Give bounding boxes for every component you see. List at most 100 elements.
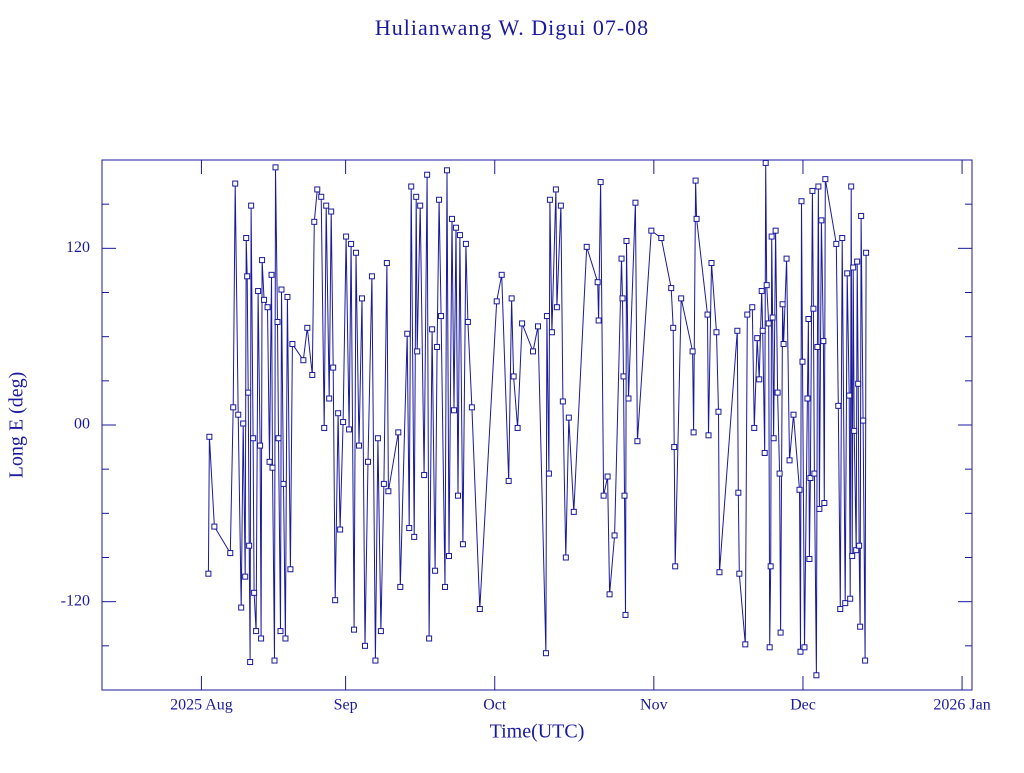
data-point bbox=[822, 176, 829, 183]
data-point bbox=[280, 480, 287, 487]
data-point bbox=[456, 232, 463, 239]
data-point bbox=[543, 313, 550, 320]
data-point bbox=[670, 324, 677, 331]
data-point bbox=[833, 240, 840, 247]
data-point bbox=[395, 429, 402, 436]
data-point bbox=[289, 341, 296, 348]
data-point bbox=[839, 235, 846, 242]
x-tick-label: Nov bbox=[640, 697, 668, 714]
data-point bbox=[426, 635, 433, 642]
data-point bbox=[251, 589, 258, 596]
data-point bbox=[765, 320, 772, 327]
data-point bbox=[814, 343, 821, 350]
data-point bbox=[282, 635, 289, 642]
data-point bbox=[255, 288, 262, 295]
data-point bbox=[705, 432, 712, 439]
data-point bbox=[625, 395, 632, 402]
data-point bbox=[807, 475, 814, 481]
data-point bbox=[862, 657, 869, 664]
data-point bbox=[452, 224, 459, 231]
data-point bbox=[258, 635, 265, 642]
data-point bbox=[530, 348, 537, 355]
data-point bbox=[261, 296, 268, 303]
data-point bbox=[735, 489, 742, 496]
data-point bbox=[805, 316, 812, 322]
data-point bbox=[777, 629, 784, 636]
x-tick-label: Oct bbox=[483, 697, 507, 714]
data-point bbox=[611, 532, 618, 539]
data-point bbox=[264, 304, 271, 311]
data-point bbox=[796, 486, 803, 493]
data-point bbox=[326, 395, 333, 402]
data-point bbox=[798, 198, 805, 205]
data-point bbox=[314, 186, 321, 193]
data-point bbox=[570, 508, 577, 515]
data-point bbox=[763, 282, 770, 289]
data-point bbox=[311, 218, 318, 225]
data-point bbox=[780, 341, 787, 348]
data-point bbox=[716, 569, 723, 576]
data-point bbox=[377, 628, 384, 635]
data-point bbox=[816, 505, 823, 512]
data-point bbox=[385, 488, 392, 495]
data-point bbox=[594, 279, 601, 286]
data-point bbox=[799, 358, 806, 365]
data-point bbox=[380, 480, 387, 487]
data-point bbox=[442, 583, 449, 590]
data-point bbox=[692, 177, 699, 184]
data-point bbox=[321, 424, 328, 431]
data-point bbox=[259, 257, 266, 264]
data-point bbox=[783, 255, 790, 262]
data-point bbox=[634, 438, 641, 445]
data-point bbox=[820, 338, 827, 345]
data-point bbox=[232, 180, 239, 187]
y-tick-label: -120 bbox=[61, 592, 90, 609]
data-point bbox=[600, 492, 607, 499]
data-point bbox=[238, 604, 245, 611]
data-point bbox=[247, 659, 254, 666]
data-point bbox=[205, 570, 212, 577]
data-point bbox=[246, 542, 253, 549]
data-point bbox=[766, 644, 773, 651]
data-point bbox=[250, 435, 257, 442]
data-point bbox=[462, 240, 469, 247]
data-point bbox=[768, 233, 775, 240]
data-point bbox=[519, 320, 526, 327]
data-point bbox=[704, 311, 711, 318]
data-point bbox=[744, 311, 751, 318]
data-point bbox=[790, 411, 797, 418]
data-line bbox=[207, 162, 867, 676]
data-point bbox=[268, 271, 275, 278]
data-point bbox=[534, 323, 541, 330]
data-point bbox=[621, 492, 628, 499]
data-point bbox=[243, 235, 250, 242]
data-point bbox=[421, 472, 428, 479]
data-point bbox=[604, 473, 611, 480]
data-point bbox=[597, 179, 604, 186]
data-point bbox=[253, 628, 260, 635]
data-point bbox=[689, 348, 696, 355]
data-point bbox=[304, 324, 311, 331]
data-point bbox=[632, 199, 639, 206]
data-point bbox=[857, 623, 864, 630]
data-point bbox=[275, 435, 282, 442]
data-point bbox=[786, 457, 793, 464]
data-point bbox=[736, 570, 743, 577]
data-point bbox=[668, 285, 675, 292]
data-point bbox=[863, 249, 870, 256]
data-point bbox=[230, 404, 237, 411]
data-point bbox=[348, 240, 355, 247]
data-point bbox=[459, 541, 466, 548]
data-point bbox=[446, 553, 453, 560]
data-point bbox=[606, 591, 613, 598]
data-point bbox=[806, 555, 813, 562]
data-point bbox=[583, 243, 590, 250]
data-point bbox=[849, 553, 856, 560]
data-point bbox=[287, 566, 294, 573]
data-point bbox=[851, 427, 858, 434]
data-point bbox=[434, 343, 441, 350]
data-point bbox=[269, 464, 276, 471]
y-tick-label: 00 bbox=[74, 416, 90, 433]
data-point bbox=[330, 364, 337, 371]
